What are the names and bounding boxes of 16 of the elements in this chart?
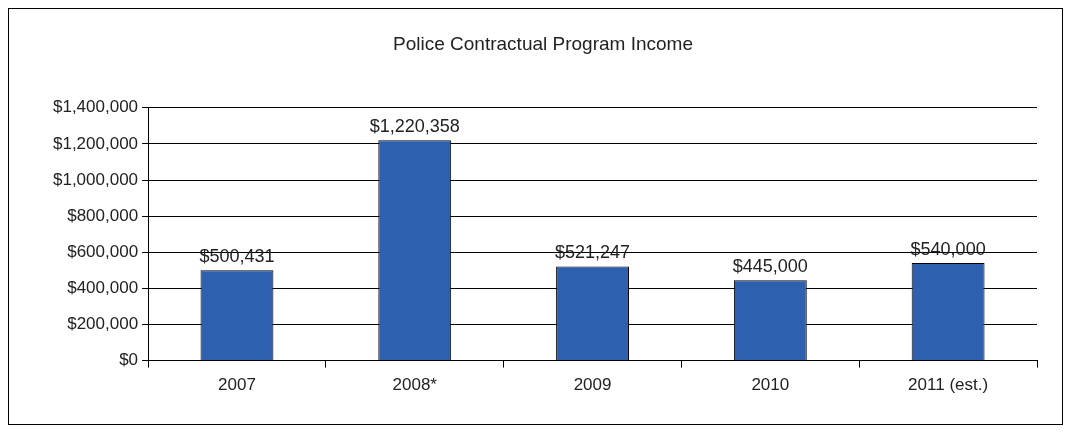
y-tick-label: $400,000 [67, 278, 139, 298]
y-tick-label: $0 [119, 350, 139, 370]
y-tick-label: $1,200,000 [52, 133, 139, 153]
y-tick-label: $1,000,000 [52, 169, 139, 189]
x-tick-label: 2010 [751, 375, 790, 395]
data-label: $1,220,358 [369, 116, 460, 137]
y-tick-label: $600,000 [67, 241, 139, 261]
x-tick-label: 2011 (est.) [908, 375, 989, 395]
y-tick-label: $200,000 [67, 314, 139, 334]
chart-title: Police Contractual Program Income [393, 32, 693, 54]
x-tick-label: 2008* [392, 375, 438, 395]
data-label: $445,000 [732, 256, 808, 277]
y-tick-label: $1,400,000 [52, 97, 139, 117]
x-tick-label: 2009 [573, 375, 612, 395]
y-tick-label: $800,000 [67, 205, 139, 225]
x-tick-label: 2007 [218, 375, 256, 395]
